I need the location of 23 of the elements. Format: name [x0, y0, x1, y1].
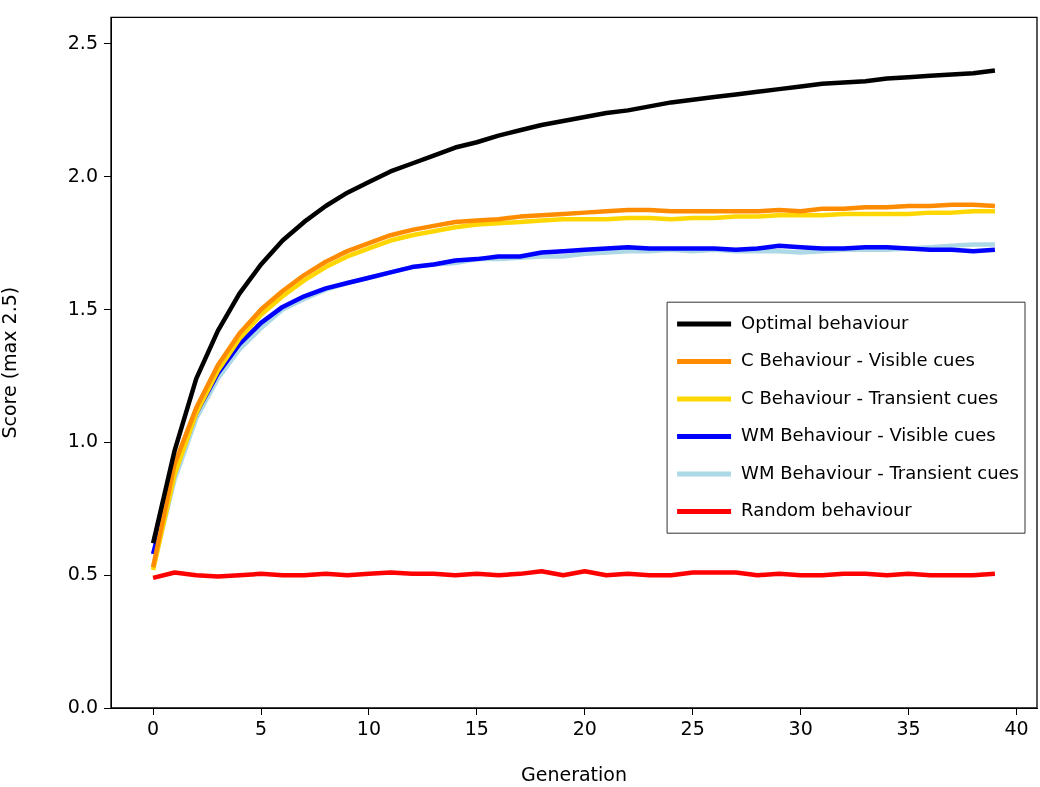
- x-tick-label: 15: [464, 717, 489, 740]
- x-tick-label: 40: [1004, 717, 1029, 740]
- legend-label: WM Behaviour - Transient cues: [741, 461, 1020, 483]
- legend-label: C Behaviour - Visible cues: [741, 349, 975, 371]
- y-axis-title: Score (max 2.5): [0, 286, 21, 439]
- x-tick-label: 0: [147, 717, 160, 740]
- x-tick-label: 10: [356, 717, 382, 740]
- x-tick-label: 35: [896, 717, 921, 740]
- legend-label: WM Behaviour - Visible cues: [741, 424, 996, 446]
- x-axis-title: Generation: [521, 762, 627, 785]
- y-tick-label: 2.0: [67, 163, 98, 186]
- y-tick-label: 0.0: [67, 694, 98, 717]
- legend-label: Optimal behaviour: [741, 311, 910, 333]
- legend-label: Random behaviour: [741, 499, 913, 521]
- x-tick-label: 30: [788, 717, 813, 740]
- y-tick-label: 0.5: [67, 562, 98, 585]
- legend-label: C Behaviour - Transient cues: [741, 386, 999, 408]
- y-tick-label: 1.5: [67, 296, 98, 319]
- y-tick-label: 1.0: [67, 429, 98, 452]
- x-tick-label: 20: [572, 717, 597, 740]
- x-tick-label: 5: [254, 717, 268, 740]
- y-tick-label: 2.5: [67, 30, 98, 53]
- x-tick-label: 25: [680, 717, 705, 740]
